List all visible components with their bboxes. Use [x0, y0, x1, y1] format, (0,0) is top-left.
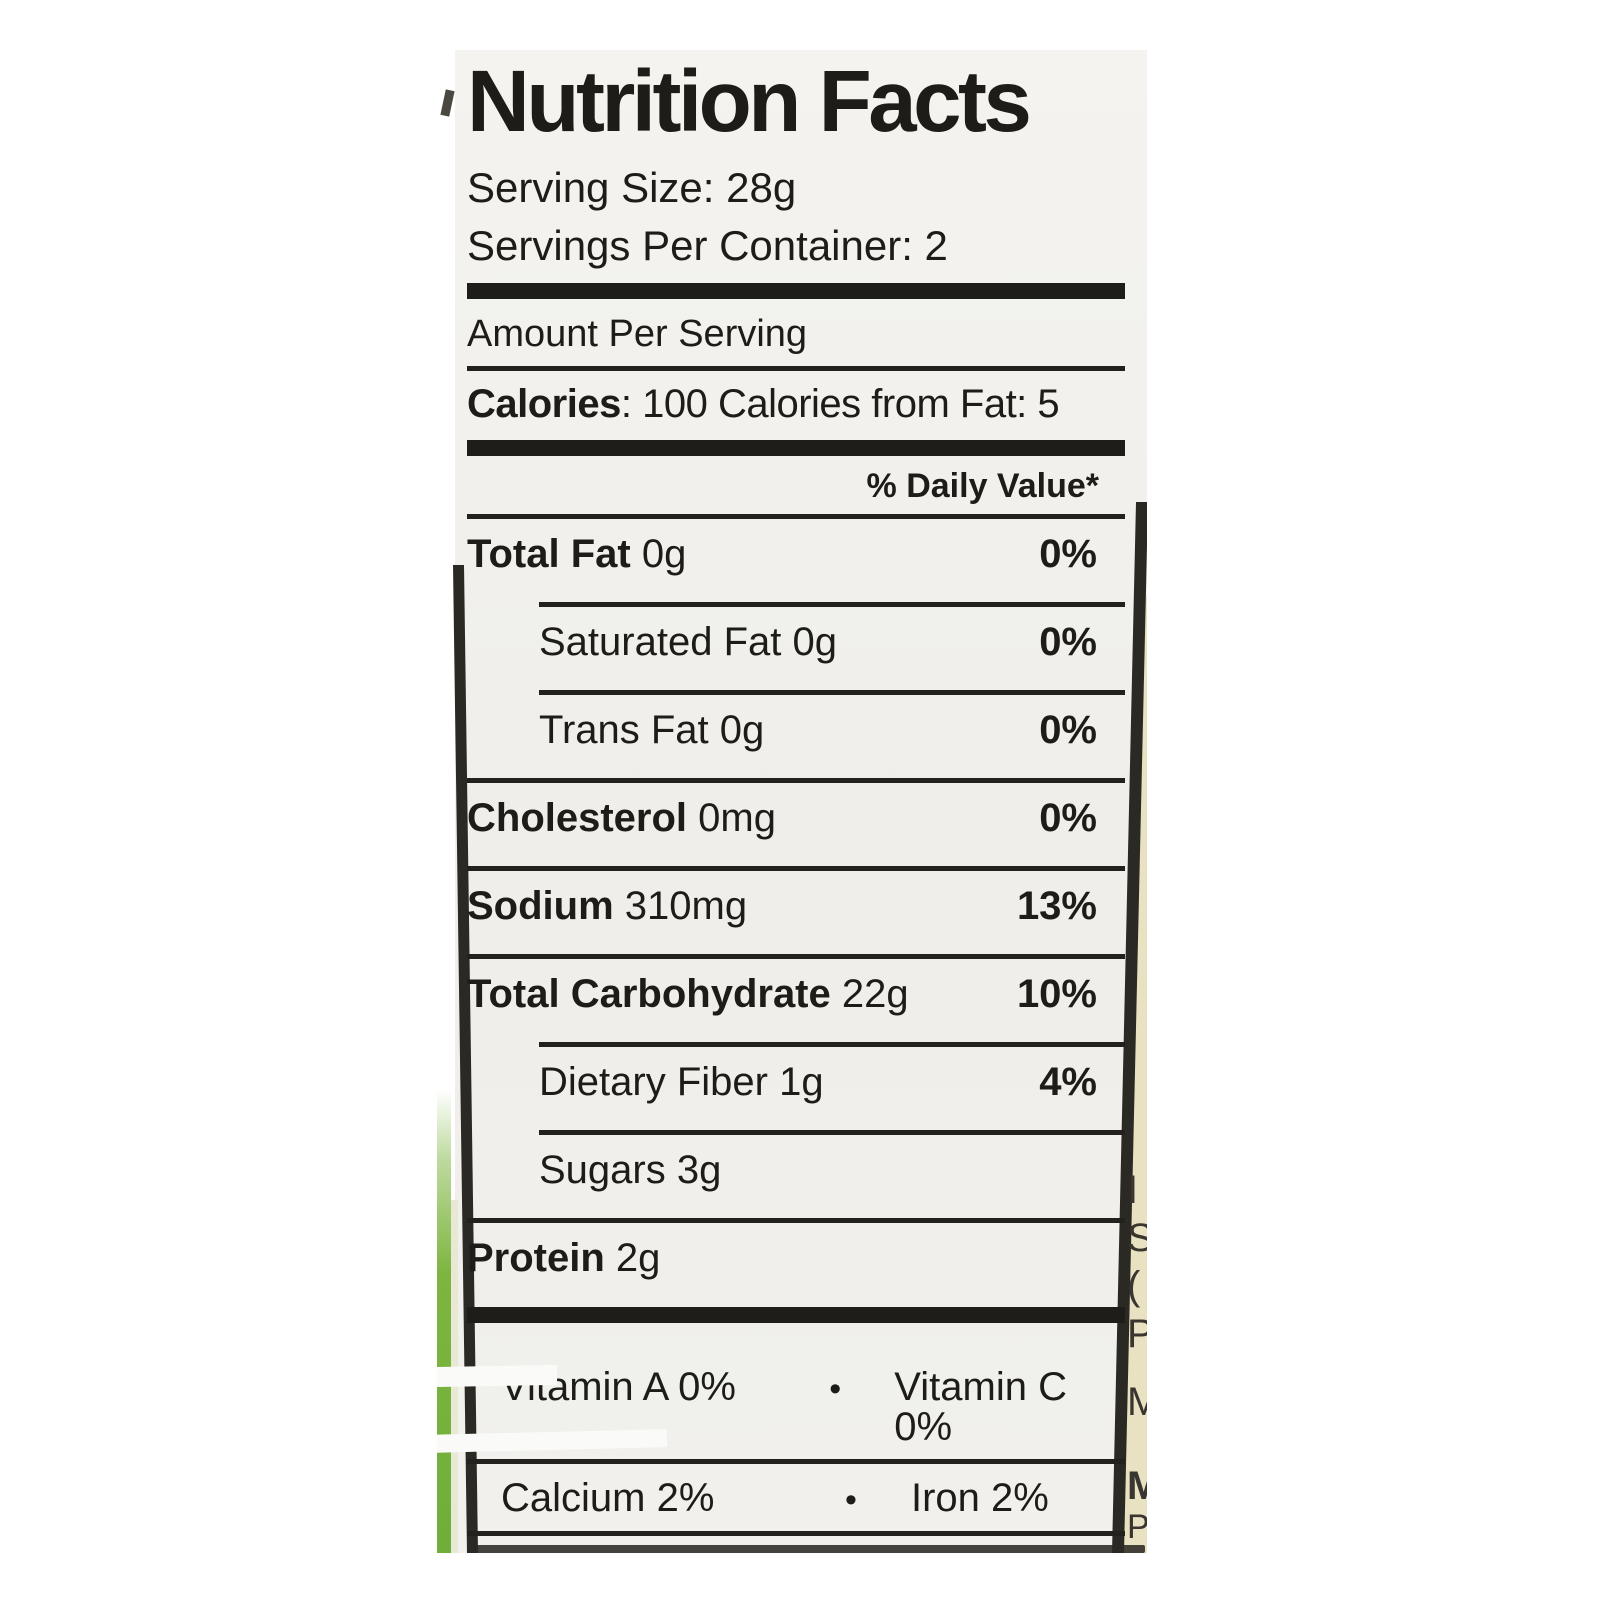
green-package-edge	[437, 1090, 451, 1553]
nutrient-name: Sugars	[539, 1148, 666, 1192]
bullet-separator: •	[829, 1370, 842, 1408]
partial-letter: M	[1127, 1380, 1147, 1424]
calories-values: : 100 Calories from Fat: 5	[620, 382, 1060, 426]
nutrient-percent: 0%	[1039, 532, 1097, 576]
nutrient-percent: 10%	[1016, 972, 1097, 1016]
nutrient-amount: 0g	[641, 532, 687, 576]
micronutrient-row-2: Calcium 2% • Iron 2%	[467, 1478, 1125, 1518]
nutrient-name: Cholesterol	[467, 796, 688, 840]
nutrient-percent: 4%	[1039, 1060, 1097, 1104]
nutrient-amount: 3g	[676, 1148, 722, 1192]
partial-letter: I	[1127, 1168, 1139, 1212]
serving-size: Serving Size: 28g	[467, 164, 797, 211]
nutrient-row-dietary-fiber: Dietary Fiber 1g 4%	[467, 1047, 1125, 1117]
thick-divider-3	[467, 1307, 1125, 1323]
divider	[467, 514, 1125, 519]
label-edge-mark	[440, 89, 455, 117]
nutrient-row-total-fat: Total Fat 0g 0%	[467, 519, 1125, 589]
nutrient-amount: 1g	[779, 1060, 824, 1104]
nutrient-row-saturated-fat: Saturated Fat 0g 0%	[467, 607, 1125, 677]
nutrient-row-cholesterol: Cholesterol 0mg 0%	[467, 783, 1125, 853]
nutrient-row-sodium: Sodium 310mg 13%	[467, 871, 1125, 941]
nutrient-name: Total Fat	[467, 532, 631, 576]
divider	[539, 690, 1125, 695]
partial-letter: P	[1127, 1312, 1147, 1356]
nutrient-percent: 13%	[1016, 884, 1097, 928]
nutrient-amount: 0g	[719, 708, 765, 752]
nutrient-percent: 0%	[1039, 620, 1097, 664]
divider	[467, 866, 1125, 871]
nutrition-facts-title: Nutrition Facts	[467, 53, 1032, 150]
nutrient-percent: 0%	[1039, 708, 1097, 752]
divider	[539, 1130, 1125, 1135]
partial-letter: M	[1127, 1464, 1147, 1508]
nutrient-name: Trans Fat	[539, 708, 709, 752]
nutrient-amount: 0g	[792, 620, 838, 664]
divider	[539, 602, 1125, 607]
nutrient-row-sugars: Sugars 3g	[467, 1135, 1125, 1205]
calcium-value: Calcium 2%	[501, 1476, 715, 1520]
thick-divider-2	[467, 440, 1125, 456]
nutrient-name: Dietary Fiber	[539, 1060, 768, 1104]
divider	[539, 1042, 1125, 1047]
divider	[467, 1531, 1125, 1536]
nutrient-name: Sodium	[467, 884, 614, 928]
label-bottom-border	[471, 1545, 1145, 1553]
partial-letter: S	[1127, 1216, 1147, 1260]
partial-letter: (	[1127, 1264, 1141, 1308]
nutrient-row-protein: Protein 2g	[467, 1223, 1125, 1293]
calories-line: Calories: 100 Calories from Fat: 5	[467, 384, 1125, 424]
divider	[467, 954, 1125, 959]
bullet-separator: •	[845, 1481, 857, 1519]
iron-value: Iron 2%	[911, 1476, 1049, 1520]
nutrition-panel: Nutrition Facts Serving Size: 28g Servin…	[467, 58, 1125, 1553]
daily-value-header: % Daily Value*	[866, 467, 1099, 505]
nutrient-name: Total Carbohydrate	[467, 972, 831, 1016]
nutrient-name: Protein	[467, 1236, 605, 1280]
divider	[467, 1218, 1125, 1223]
nutrient-row-total-carbohydrate: Total Carbohydrate 22g 10%	[467, 959, 1125, 1029]
vitamin-c-value: Vitamin C 0%	[894, 1365, 1067, 1449]
nutrient-amount: 310mg	[624, 884, 748, 928]
amount-per-serving: Amount Per Serving	[467, 313, 808, 355]
partial-letter: P.C	[1127, 1508, 1147, 1546]
thick-divider-1	[467, 283, 1125, 299]
label-paper	[455, 50, 1147, 1553]
nutrient-percent: 0%	[1039, 796, 1097, 840]
nutrient-amount: 0mg	[698, 796, 776, 840]
divider	[467, 366, 1125, 371]
divider	[467, 778, 1125, 783]
nutrition-label-photo: Nutrition Facts Serving Size: 28g Servin…	[437, 50, 1147, 1553]
adjacent-panel-partial-text: I S ( P M M P.C	[1127, 1170, 1147, 1544]
nutrient-amount: 22g	[841, 972, 909, 1016]
calories-word: Calories	[467, 382, 621, 426]
nutrient-name: Saturated Fat	[539, 620, 782, 664]
micronutrient-row-1: Vitamin A 0% • Vitamin C 0%	[467, 1367, 1125, 1447]
nutrient-row-trans-fat: Trans Fat 0g 0%	[467, 695, 1125, 765]
divider	[467, 1459, 1125, 1464]
nutrient-amount: 2g	[615, 1236, 661, 1280]
label-crease	[437, 1364, 558, 1388]
servings-per-container: Servings Per Container: 2	[467, 222, 948, 269]
